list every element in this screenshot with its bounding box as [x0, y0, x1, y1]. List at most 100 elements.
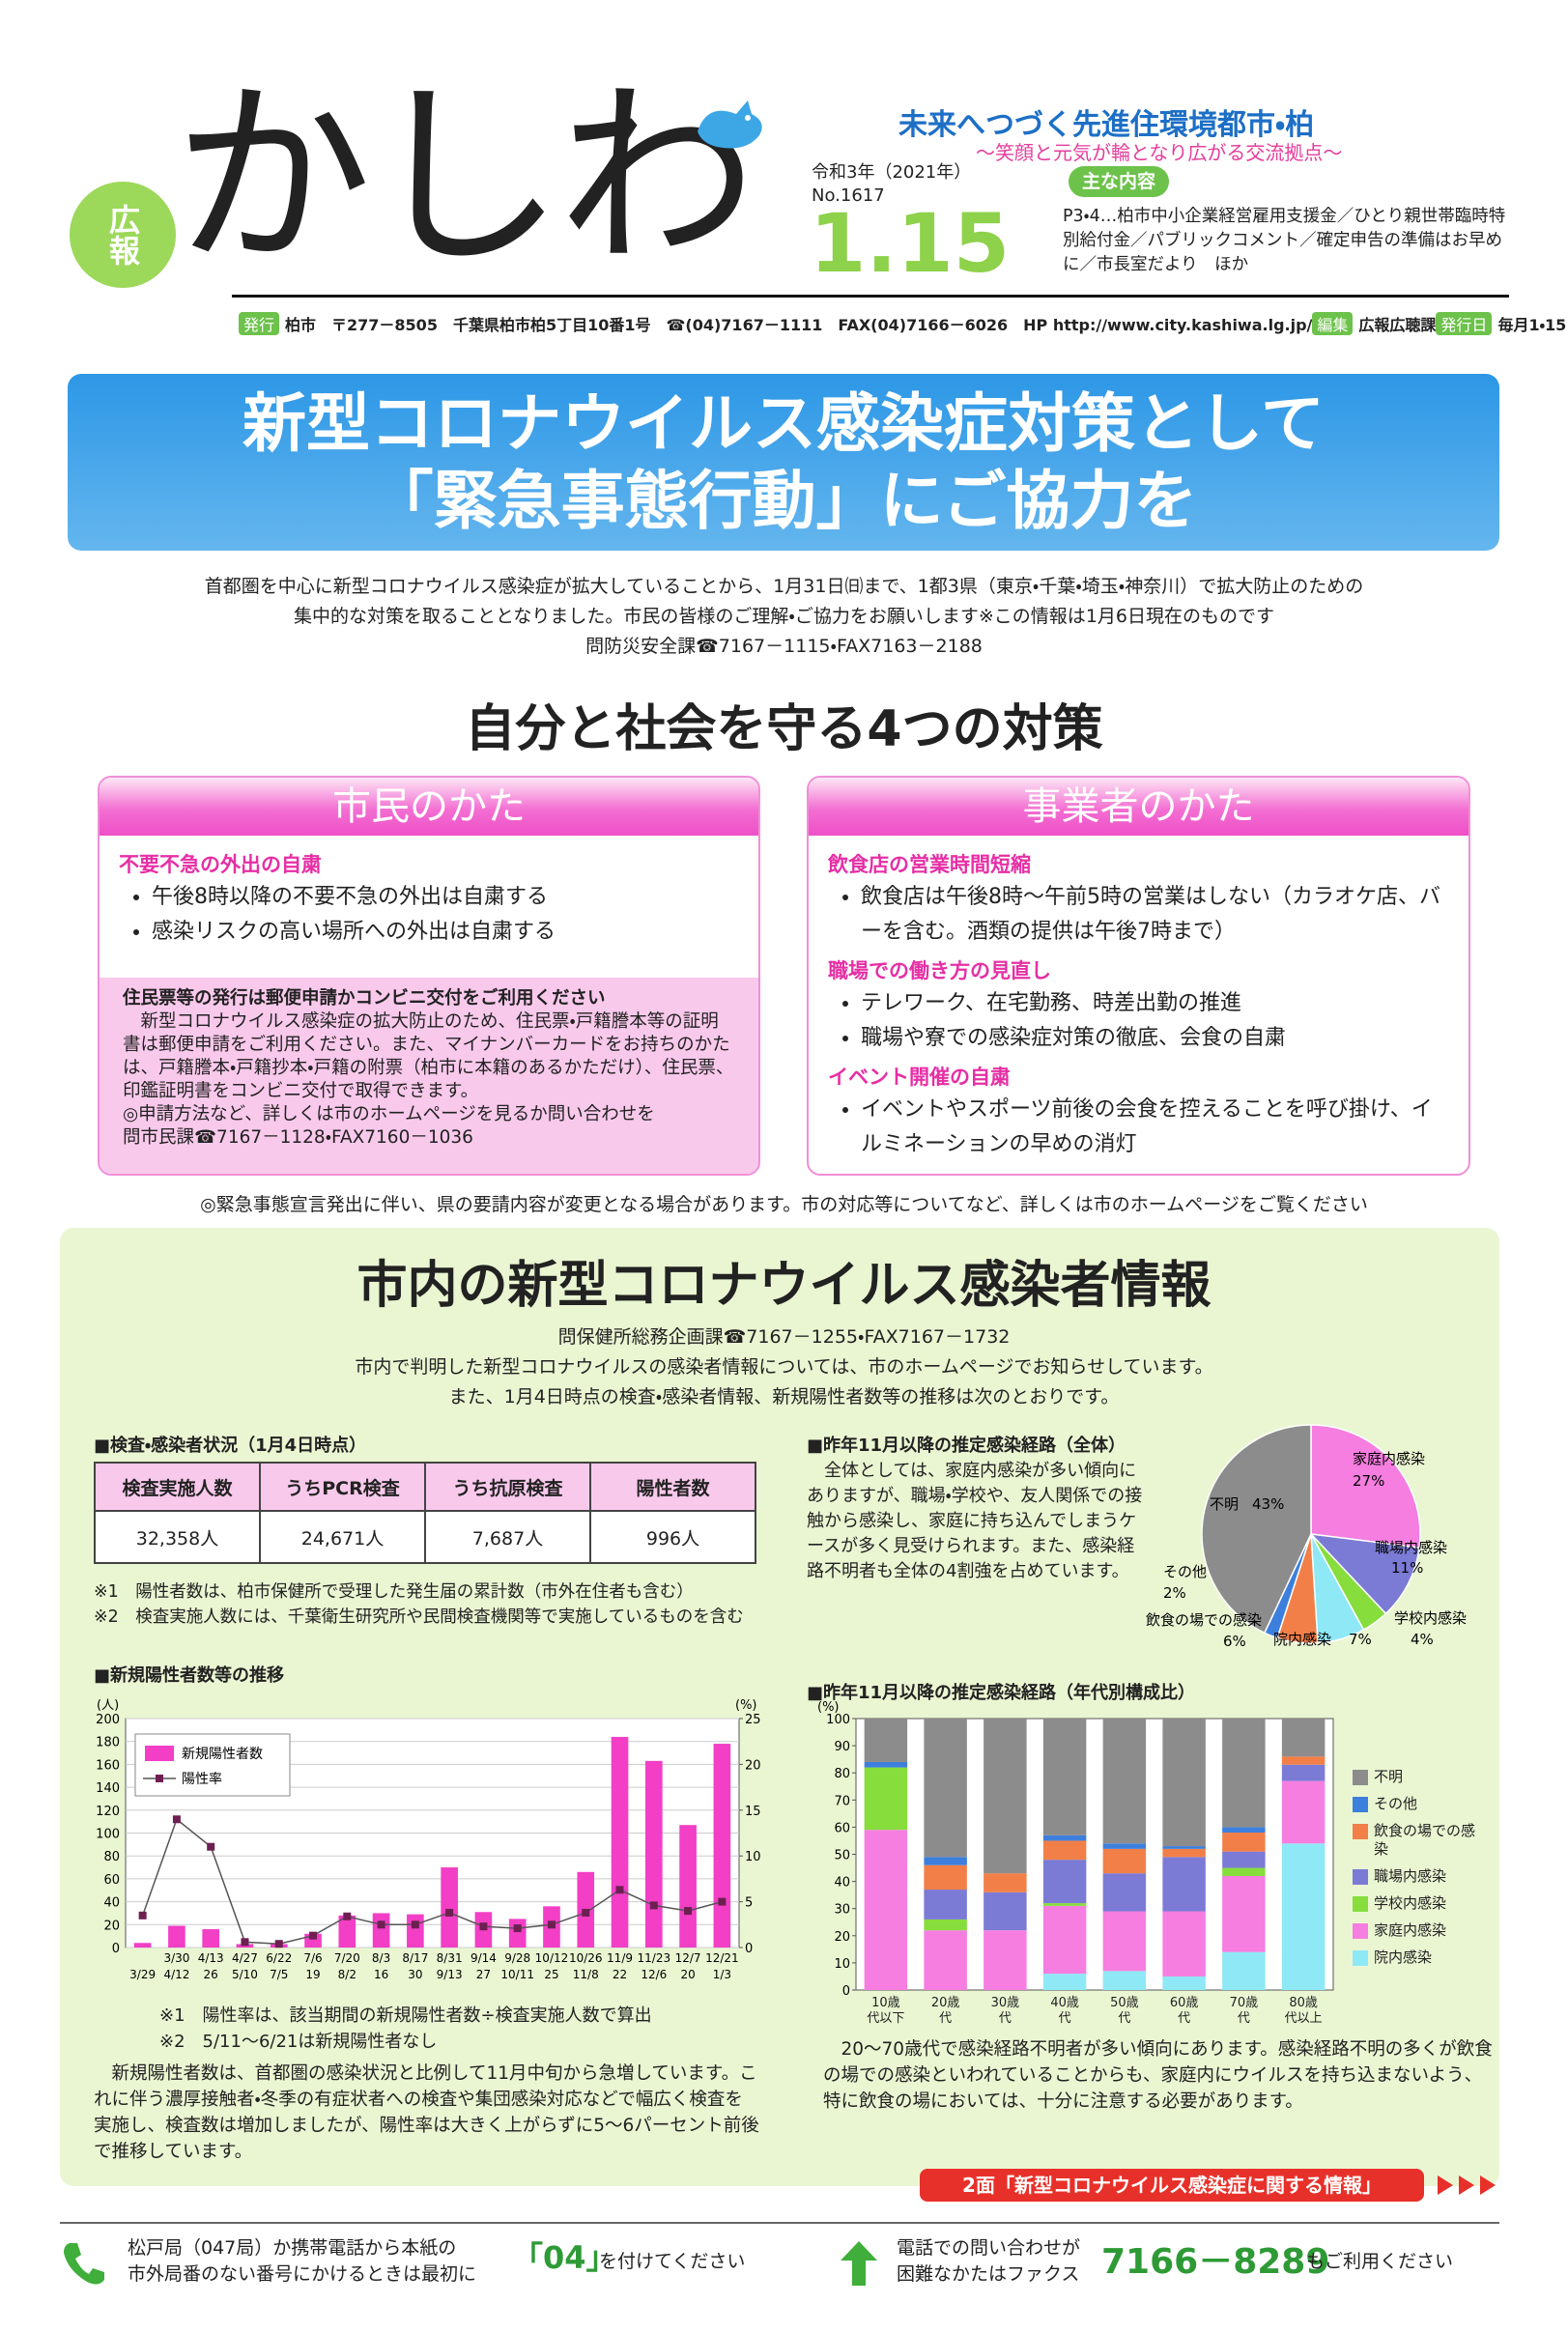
group-title: 職場での働き方の見直し [828, 959, 1051, 982]
bar-segment [1042, 1834, 1087, 1841]
bullet-item: イベントやスポーツ前後の会食を控えることを呼び掛け、イルミネーションの早めの消灯 [861, 1093, 1449, 1162]
x-tick-label: 12/6 [641, 1968, 667, 1981]
intro-line: 首都圏を中心に新型コロナウイルス感染症が拡大していることから、1月31日㈰まで、… [204, 576, 1364, 597]
bar-segment [1222, 1833, 1266, 1852]
business-box: 事業者のかた 飲食店の営業時間短縮飲食店は午後8時～午前5時の営業はしない（カラ… [807, 776, 1470, 1176]
line-marker [274, 1940, 283, 1948]
y-tick-label: 90 [834, 1740, 850, 1754]
bar-segment [1042, 1840, 1087, 1861]
bullet-item: 職場や寮での感染症対策の徹底、会食の自粛 [861, 1021, 1449, 1056]
banner [68, 374, 1499, 551]
table-header-row: 検査実施人数 うちPCR検査 うち抗原検査 陽性者数 [94, 1462, 756, 1512]
bar [133, 1943, 152, 1948]
y-tick-label: 180 [96, 1736, 120, 1750]
footer-rule [60, 2222, 1499, 2224]
x-tick-label: 16 [374, 1968, 388, 1981]
bar-segment [1102, 1971, 1147, 1990]
pie-label: 学校内感染 [1394, 1609, 1467, 1627]
x-tick-label: 9/13 [437, 1968, 463, 1981]
bar [407, 1914, 424, 1948]
bar-segment [1222, 1827, 1266, 1834]
y-tick-label: 120 [96, 1805, 120, 1819]
line-marker [309, 1931, 318, 1940]
table-cell: 7,687人 [424, 1510, 591, 1564]
issue-number: No.1617 [812, 185, 885, 206]
pie-slice [1310, 1424, 1421, 1549]
x-tick-label: 30 [408, 1968, 422, 1981]
box-body: 不要不急の外出の自粛午後8時以降の不要不急の外出は自粛する感染リスクの高い場所へ… [100, 836, 758, 957]
bar-segment [924, 1890, 967, 1920]
x-tick-label: 10/26 [569, 1951, 603, 1965]
bar-segment [984, 1930, 1027, 1990]
pie-value-label: 11% [1391, 1559, 1423, 1577]
inner-text: 新型コロナウイルス感染症の拡大防止のため、住民票・戸籍謄本等の証明書は郵便申請を… [123, 1011, 734, 1101]
line-marker [138, 1911, 147, 1920]
bar-segment [1281, 1843, 1326, 1990]
y-tick-label: 40 [103, 1896, 120, 1911]
pie-slice [1201, 1424, 1312, 1635]
badge: 広報 [70, 182, 176, 288]
footer-text: もご利用ください [1306, 2251, 1454, 2272]
group-title: 不要不急の外出の自粛 [119, 853, 322, 876]
bar-segment [984, 1873, 1027, 1892]
info-label: 編集 [1312, 312, 1354, 335]
y2-tick-label: 15 [745, 1805, 761, 1819]
bar-segment [864, 1767, 908, 1831]
line-marker [411, 1920, 419, 1929]
x-tick-label: 3/29 [129, 1968, 156, 1981]
bar-segment [1042, 1903, 1087, 1906]
y-tick-label: 80 [103, 1850, 120, 1864]
pie-label: 院内感染 [1273, 1631, 1331, 1648]
bar-segment [1102, 1873, 1147, 1912]
infection-contact: 問保健所総務企画課☎7167－1255・FAX7167－1732 [557, 1326, 1011, 1348]
x-tick-label: 25 [544, 1968, 558, 1981]
pie-label: 飲食の場での感染 [1146, 1611, 1262, 1629]
y-tick-label: 160 [96, 1758, 120, 1773]
phone-icon [64, 2243, 104, 2285]
x-tick-label: 9/28 [504, 1951, 530, 1965]
intro-line: 集中的な対策を取ることとなりました。市民の皆様のご理解・ご協力をお願いします※こ… [294, 606, 1274, 627]
bar-segment [924, 1930, 967, 1990]
legend-label: 陽性率 [182, 1772, 222, 1787]
group-title: 飲食店の営業時間短縮 [828, 853, 1031, 876]
y2-tick-label: 20 [745, 1758, 761, 1773]
line-marker [615, 1886, 624, 1894]
x-tick-label: 20 [680, 1968, 695, 1981]
bar-segment [924, 1719, 967, 1858]
link-button[interactable]: 2面「新型コロナウイルス感染症に関する情報」 [920, 2169, 1424, 2202]
x-tick-label: 7/6 [303, 1951, 322, 1965]
bar-segment [1162, 1857, 1206, 1912]
line-marker [547, 1920, 556, 1929]
footer-text: 電話での問い合わせが [897, 2237, 1081, 2259]
bar-segment [864, 1830, 908, 1990]
x-tick-label: 4/13 [198, 1951, 224, 1965]
bar-segment [1281, 1756, 1326, 1765]
pie-value-label: 27% [1353, 1472, 1384, 1490]
inner-title: 住民票等の発行は郵便申請かコンビニ交付をご利用ください [123, 988, 606, 1009]
bar-segment [1102, 1911, 1147, 1972]
x-tick-label: 4/12 [163, 1968, 189, 1981]
bar [611, 1736, 629, 1948]
bar [372, 1913, 390, 1948]
y-tick-label: 100 [826, 1713, 850, 1727]
inner-note: ◎申請方法など、詳しくは市のホームページを見るか問い合わせを [123, 1104, 655, 1124]
bar-segment [1222, 1851, 1266, 1868]
infection-panel [60, 1228, 1499, 2186]
table-note: ※1 陽性者数は、柏市保健所で受理した発生届の累計数（市外在住者も含む） [94, 1582, 694, 1602]
issue-date: 1.15 [810, 196, 1011, 291]
subslogan: 〜笑顔と元気が輪となり広がる交流拠点〜 [976, 141, 1343, 164]
banner-line: 「緊急事態行動」にご協力を [369, 464, 1198, 538]
bar-segment [1162, 1846, 1206, 1849]
legend-label: 新規陽性者数 [182, 1747, 263, 1762]
group-title: イベント開催の自粛 [828, 1066, 1011, 1089]
line-marker [207, 1842, 215, 1851]
y-tick-label: 0 [842, 1984, 850, 1999]
arrows [1438, 2176, 1496, 2195]
banner-line: 新型コロナウイルス感染症対策として [242, 386, 1326, 461]
bar-segment [1042, 1905, 1087, 1975]
table-cell: 32,358人 [94, 1510, 261, 1564]
bar [441, 1867, 458, 1948]
footer-text: 市外局番のない番号にかけるときは最初に [128, 2263, 477, 2285]
bar [338, 1915, 356, 1948]
